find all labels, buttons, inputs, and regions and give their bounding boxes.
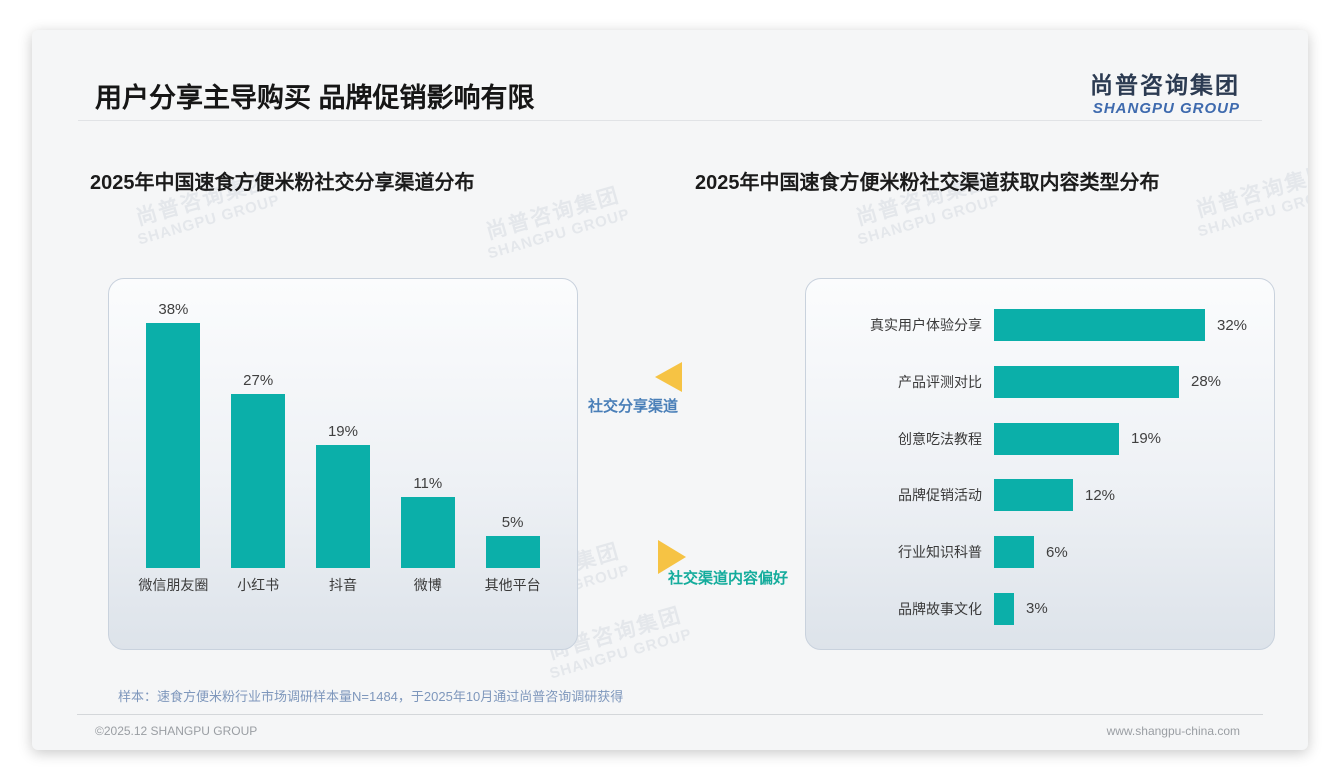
chart-row: 产品评测对比 28%: [830, 365, 1262, 398]
bar-value-label: 38%: [158, 301, 189, 318]
bar-category-label: 微博: [413, 577, 442, 593]
slide: 尚普咨询集团 SHANGPU GROUP 尚普咨询集团 SHANGPU GROUP 尚普…: [32, 30, 1308, 750]
chart-column: 11% 微博: [385, 279, 470, 602]
company-logo: 尚普咨询集团 SHANGPU GROUP: [1090, 66, 1240, 117]
footer-website: www.shangpu-china.com: [1106, 724, 1240, 738]
right-chart-title: 2025年中国速食方便米粉社交渠道获取内容类型分布: [695, 172, 1160, 194]
page-title: 用户分享主导购买 品牌促销影响有限: [95, 83, 535, 113]
bar: [994, 536, 1034, 569]
right-chart-card: 真实用户体验分享 32% 产品评测对比 28% 创意吃法教程 19% 品牌促销活动 12% 行业…: [805, 278, 1275, 650]
bar-value-label: 19%: [1131, 430, 1162, 448]
bar-value-label: 3%: [1026, 600, 1048, 618]
content-preference-annotation: 社交渠道内容偏好: [668, 570, 789, 587]
bar: [994, 592, 1014, 625]
bar-value-label: 32%: [1217, 316, 1248, 334]
footer-copyright: ©2025.12 SHANGPU GROUP: [95, 724, 258, 738]
bar-category-label: 行业知识科普: [898, 544, 982, 561]
bar-category-label: 小红书: [237, 577, 280, 593]
bar: [994, 365, 1179, 398]
bar-category-label: 品牌促销活动: [898, 487, 982, 504]
chart-row: 品牌促销活动 12%: [830, 479, 1262, 512]
bar-category-label: 抖音: [328, 577, 357, 593]
bar-category-label: 产品评测对比: [898, 373, 982, 390]
bar-value-label: 12%: [1085, 486, 1116, 504]
left-pointing-arrow-icon: [655, 362, 682, 392]
bar-value-label: 5%: [501, 514, 524, 531]
bar: [994, 309, 1205, 341]
share-channel-annotation: 社交分享渠道: [588, 398, 679, 415]
bar: [485, 536, 540, 568]
bar: [994, 422, 1119, 455]
chart-column: 38% 微信朋友圈: [131, 279, 216, 602]
bar-category-label: 品牌故事文化: [898, 600, 982, 617]
bar-value-label: 19%: [327, 423, 358, 440]
left-chart-card: 38% 微信朋友圈 27% 小红书 19% 抖音 11% 微博 5% 其他平台: [108, 278, 578, 650]
bar-value-label: 6%: [1046, 543, 1068, 561]
bar: [231, 394, 286, 568]
bar: [994, 479, 1073, 512]
chart-column: 19% 抖音: [301, 279, 386, 602]
bar: [315, 445, 370, 568]
chart-row: 真实用户体验分享 32%: [830, 309, 1262, 341]
bar-value-label: 27%: [243, 372, 274, 389]
header-divider: [78, 120, 1262, 121]
footer-divider: [77, 714, 1263, 715]
logo-en-text: SHANGPU GROUP: [1092, 100, 1240, 117]
chart-row: 行业知识科普 6%: [830, 536, 1262, 569]
bar: [146, 323, 201, 568]
horizontal-bar-chart: 真实用户体验分享 32% 产品评测对比 28% 创意吃法教程 19% 品牌促销活动 12% 行业…: [830, 309, 1262, 625]
bar-category-label: 微信朋友圈: [138, 577, 209, 593]
logo-cn-text: 尚普咨询集团: [1090, 72, 1240, 98]
column-chart: 38% 微信朋友圈 27% 小红书 19% 抖音 11% 微博 5% 其他平台: [117, 279, 569, 602]
left-chart-title: 2025年中国速食方便米粉社交分享渠道分布: [90, 172, 475, 194]
sample-note: 样本：速食方便米粉行业市场调研样本量N=1484，于2025年10月通过尚普咨询…: [118, 689, 624, 704]
chart-column: 27% 小红书: [216, 279, 301, 602]
bar: [400, 497, 455, 568]
bar-value-label: 11%: [413, 475, 443, 492]
bar-category-label: 创意吃法教程: [898, 430, 982, 447]
chart-row: 品牌故事文化 3%: [830, 592, 1262, 625]
chart-row: 创意吃法教程 19%: [830, 422, 1262, 455]
bar-value-label: 28%: [1191, 373, 1222, 391]
chart-column: 5% 其他平台: [470, 279, 555, 602]
bar-category-label: 真实用户体验分享: [870, 317, 982, 333]
right-pointing-arrow-icon: [658, 540, 686, 574]
bar-category-label: 其他平台: [484, 577, 541, 593]
